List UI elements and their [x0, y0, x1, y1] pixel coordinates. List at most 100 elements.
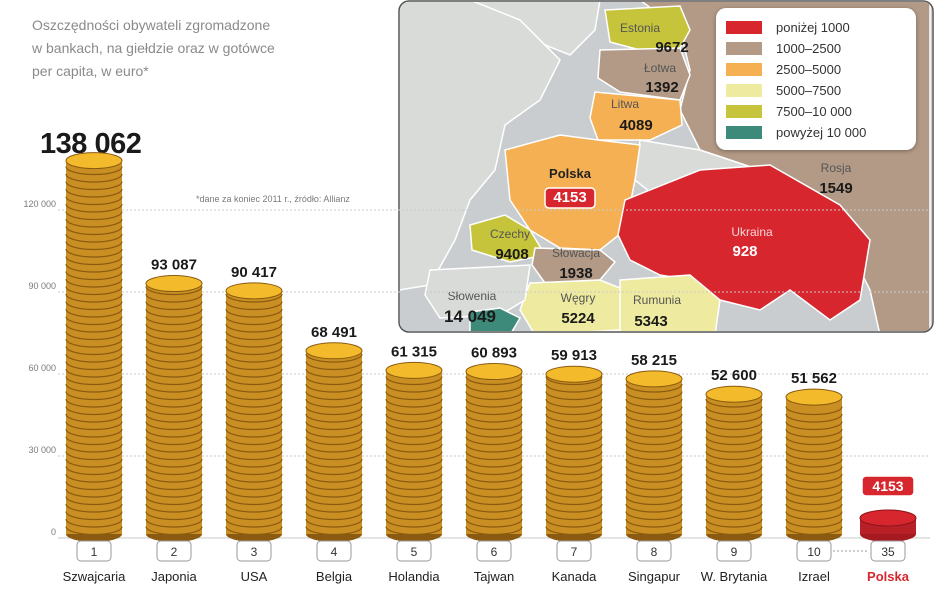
bar-coin-edge	[145, 496, 203, 506]
bar-coin-edge	[65, 263, 123, 273]
bar-coin-edge	[65, 211, 123, 221]
bar-coin-edge	[545, 436, 603, 446]
map-legend: poniżej 1000 1000–2500 2500–5000 5000–75…	[716, 8, 916, 150]
bar-coin-edge	[65, 323, 123, 333]
bar-coin-edge	[65, 181, 123, 191]
bar-coin-edge	[225, 451, 283, 461]
bar-coin-edge	[65, 361, 123, 371]
bar-coin-edge	[145, 316, 203, 326]
map-country-value: 928	[732, 243, 757, 260]
bar-coin-edge	[625, 406, 683, 416]
bar-coin-edge	[545, 398, 603, 408]
bar-coin-edge	[65, 316, 123, 326]
bar-coin-edge	[225, 428, 283, 438]
bar-coin-edge	[465, 518, 523, 528]
bar-coin-edge	[385, 473, 443, 483]
bar-coin-edge	[225, 473, 283, 483]
bar-coin-edge	[65, 338, 123, 348]
bar-coin-edge	[225, 458, 283, 468]
bar-coin-edge	[225, 488, 283, 498]
bar-coin-edge	[225, 383, 283, 393]
bar-coin-edge	[145, 458, 203, 468]
x-tick-label: Izrael	[798, 569, 830, 584]
rank-label: 35	[881, 545, 895, 559]
bar-coin-edge	[65, 173, 123, 183]
bar-coin-edge	[65, 368, 123, 378]
bar-coin-edge	[625, 443, 683, 453]
bar-coin-edge	[625, 481, 683, 491]
bar-coin-edge	[465, 526, 523, 536]
bar-value-label: 93 087	[151, 257, 197, 274]
rank-badge	[870, 540, 906, 562]
bar-coin-body	[626, 378, 682, 534]
legend-swatch	[726, 62, 762, 76]
bar-coin-edge	[545, 391, 603, 401]
bar-coin-edge	[145, 488, 203, 498]
bar-coin-edge	[305, 526, 363, 536]
bar-coin-edge	[705, 421, 763, 431]
bar-coin-edge	[545, 443, 603, 453]
bar-coin-edge	[625, 436, 683, 446]
bar-coin-edge	[65, 271, 123, 281]
legend-row: 2500–5000	[726, 60, 841, 78]
bar-coin-edge	[65, 518, 123, 528]
bar-coin-edge	[545, 466, 603, 476]
bar-coin-edge	[225, 376, 283, 386]
bar-coin-edge	[305, 428, 363, 438]
bar-coin-body	[146, 283, 202, 534]
bar-coin-edge	[465, 428, 523, 438]
bar-coin-edge	[65, 383, 123, 393]
rank-badge	[636, 540, 672, 562]
bar-coin-edge	[145, 436, 203, 446]
bar-coin-edge	[145, 421, 203, 431]
map-country-value: 1392	[645, 79, 678, 96]
bar-coin-edge	[465, 376, 523, 386]
bar-coin-edge	[545, 376, 603, 386]
bar-coin-top	[145, 275, 203, 293]
bar-coin-edge	[145, 451, 203, 461]
map-country-label: Słowenia	[448, 289, 497, 303]
bar-7: 59 913 7 Kanada	[545, 347, 603, 584]
bar-coin-edge	[785, 436, 843, 446]
bar-coin-edge	[625, 526, 683, 536]
bar-coin-edge	[65, 421, 123, 431]
bar-coin-edge	[65, 376, 123, 386]
bar-coin-edge	[65, 278, 123, 288]
bar-coin-edge	[145, 301, 203, 311]
rank-label: 9	[731, 545, 738, 559]
bar-coin-edge	[465, 473, 523, 483]
bar-coin-edge	[465, 451, 523, 461]
bar-coin-edge	[385, 443, 443, 453]
bar-value-label: 60 893	[471, 345, 517, 362]
bar-coin-edge	[65, 308, 123, 318]
bar-coin-top	[305, 342, 363, 360]
bar-coin-edge	[225, 346, 283, 356]
map-country-label: Słowacja	[552, 246, 600, 260]
bar-value-label: 59 913	[551, 347, 597, 364]
bar-coin-edge	[385, 451, 443, 461]
footnote: *dane za koniec 2011 r., źródło: Allianz	[196, 194, 350, 204]
bar-coin-edge	[625, 398, 683, 408]
bar-coin-edge	[625, 421, 683, 431]
bar-coin-edge	[705, 473, 763, 483]
bar-coin-edge	[225, 503, 283, 513]
bar-coin-body	[546, 374, 602, 534]
map-polska-badge	[544, 187, 596, 209]
x-tick-label: Polska	[867, 569, 910, 584]
bar-coin-edge	[385, 398, 443, 408]
bar-coin-edge	[145, 526, 203, 536]
x-tick-label: Singapur	[628, 569, 681, 584]
bar-coin-edge	[145, 323, 203, 333]
bar-coin-edge	[145, 308, 203, 318]
bar-coin-edge	[305, 496, 363, 506]
bar-coin-edge	[65, 218, 123, 228]
bar-coin-edge	[65, 196, 123, 206]
rank-label: 10	[807, 545, 821, 559]
y-tick-label: 60 000	[28, 363, 56, 373]
x-tick-label: W. Brytania	[701, 569, 768, 584]
legend-swatch	[726, 104, 762, 118]
bar-coin-edge	[305, 473, 363, 483]
bar-coin-edge	[385, 526, 443, 536]
bar-coin-edge	[785, 518, 843, 528]
rank-label: 6	[491, 545, 498, 559]
